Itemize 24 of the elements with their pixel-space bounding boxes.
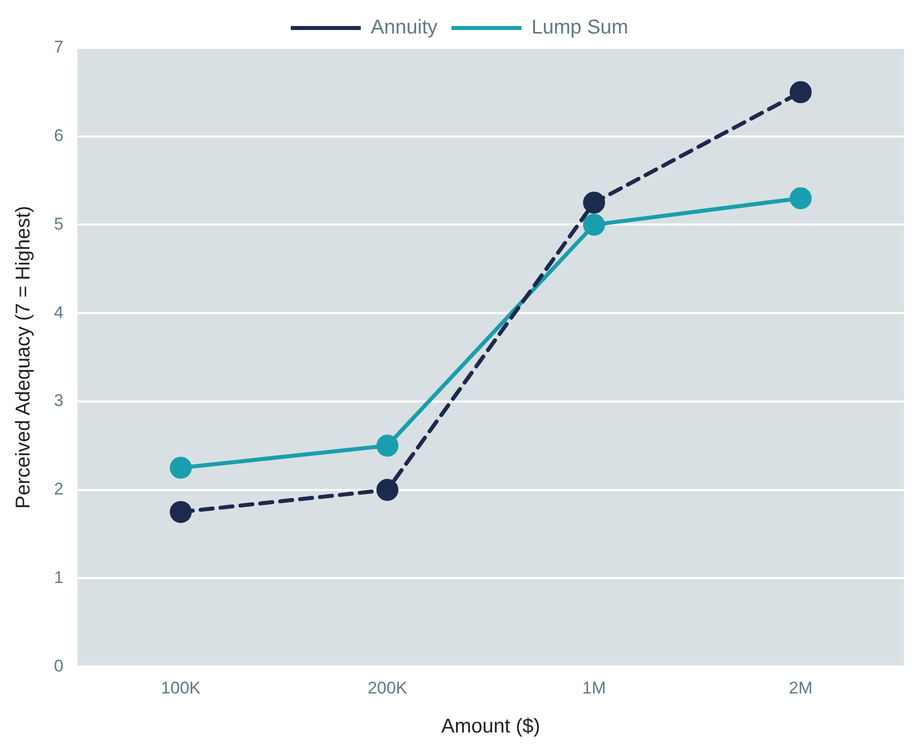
x-axis-title: Amount ($) xyxy=(441,716,540,738)
y-tick-label: 6 xyxy=(54,126,64,146)
y-tick-label: 5 xyxy=(54,214,64,234)
point xyxy=(376,478,398,501)
y-axis-title: Perceived Adequacy (7 = Highest) xyxy=(12,206,35,509)
x-tick-label: 200K xyxy=(368,678,408,698)
point xyxy=(583,214,606,236)
y-tick-label: 1 xyxy=(54,568,64,587)
point xyxy=(790,81,812,104)
legend-label: Annuity xyxy=(370,16,438,39)
point xyxy=(583,192,606,214)
y-tick-label: 3 xyxy=(54,391,64,410)
y-tick-label: 0 xyxy=(54,656,64,676)
point xyxy=(170,500,192,523)
x-tick-label: 100K xyxy=(160,678,202,698)
x-tick-label: 2M xyxy=(788,678,812,698)
point xyxy=(790,187,812,210)
x-tick-label: 1M xyxy=(582,678,606,698)
y-tick-label: 7 xyxy=(54,38,64,57)
legend-label: Lump Sum xyxy=(532,16,628,39)
y-tick-label: 2 xyxy=(54,480,64,499)
point xyxy=(376,434,398,457)
point xyxy=(170,456,192,479)
y-tick-label: 4 xyxy=(54,302,64,322)
